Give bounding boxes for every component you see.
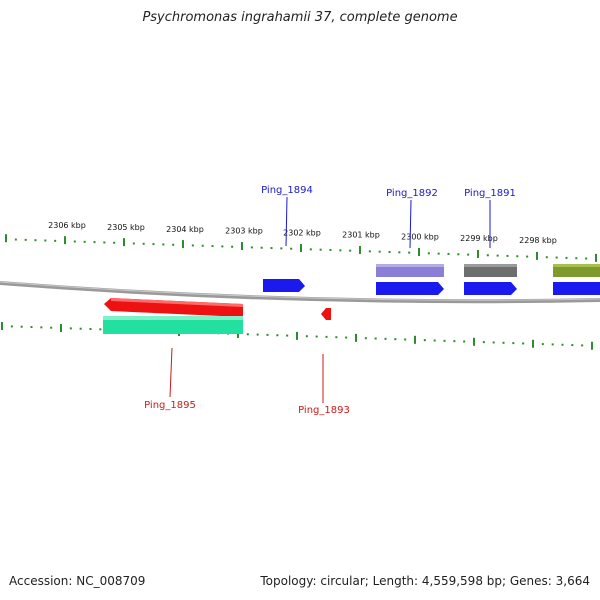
feature-bar-teal-highlight xyxy=(103,316,243,320)
gene-label-ping-1893[interactable]: Ping_1893 xyxy=(298,405,350,416)
scale-labels: 2306 kbp 2305 kbp 2304 kbp 2303 kbp 2302 kbp… xyxy=(48,221,557,245)
scale-label: 2299 kbp xyxy=(460,234,498,243)
backbone-highlight xyxy=(0,281,600,301)
feature-bar-gray[interactable] xyxy=(464,264,517,277)
gene-arrow-ping-1894[interactable] xyxy=(263,279,305,292)
gene-label-ping-1894[interactable]: Ping_1894 xyxy=(261,185,313,196)
tick-row-lower xyxy=(1,322,593,350)
accession-text: Accession: NC_008709 xyxy=(9,574,146,588)
feature-bar-lavender[interactable] xyxy=(376,264,444,277)
scale-label: 2306 kbp xyxy=(48,221,86,230)
gene-arrow-ping-1892[interactable] xyxy=(376,282,444,295)
scale-label: 2301 kbp xyxy=(342,230,380,239)
gene-arrow-unlabeled[interactable] xyxy=(553,282,600,295)
genome-summary-text: Topology: circular; Length: 4,559,598 bp… xyxy=(260,574,590,588)
feature-bar-lavender-highlight xyxy=(376,264,444,267)
gene-label-ping-1892[interactable]: Ping_1892 xyxy=(386,188,438,199)
gene-arrow-ping-1891[interactable] xyxy=(464,282,517,295)
scale-label: 2298 kbp xyxy=(519,236,557,245)
scale-label: 2303 kbp xyxy=(225,227,263,236)
leader-line-ping-1892 xyxy=(409,199,412,249)
feature-bar-olive-highlight xyxy=(553,264,600,267)
feature-bar-gray-highlight xyxy=(464,264,517,267)
leader-line-ping-1894 xyxy=(285,196,288,247)
gene-arrow-ping-1895-highlight xyxy=(111,298,243,307)
backbone-line xyxy=(0,281,600,304)
scale-label: 2304 kbp xyxy=(166,225,204,234)
feature-bar-olive[interactable] xyxy=(553,264,600,277)
tick-row-upper xyxy=(5,234,597,262)
gene-label-ping-1895[interactable]: Ping_1895 xyxy=(144,400,196,411)
scale-label: 2300 kbp xyxy=(401,232,439,241)
gene-label-ping-1891[interactable]: Ping_1891 xyxy=(464,188,516,199)
feature-bar-teal[interactable] xyxy=(103,316,243,334)
gene-arrow-ping-1893[interactable] xyxy=(321,308,331,320)
scale-label: 2305 kbp xyxy=(107,223,145,232)
map-title: Psychromonas ingrahamii 37, complete gen… xyxy=(142,10,458,25)
leader-line-ping-1895 xyxy=(169,347,173,398)
scale-label: 2302 kbp xyxy=(283,229,321,238)
